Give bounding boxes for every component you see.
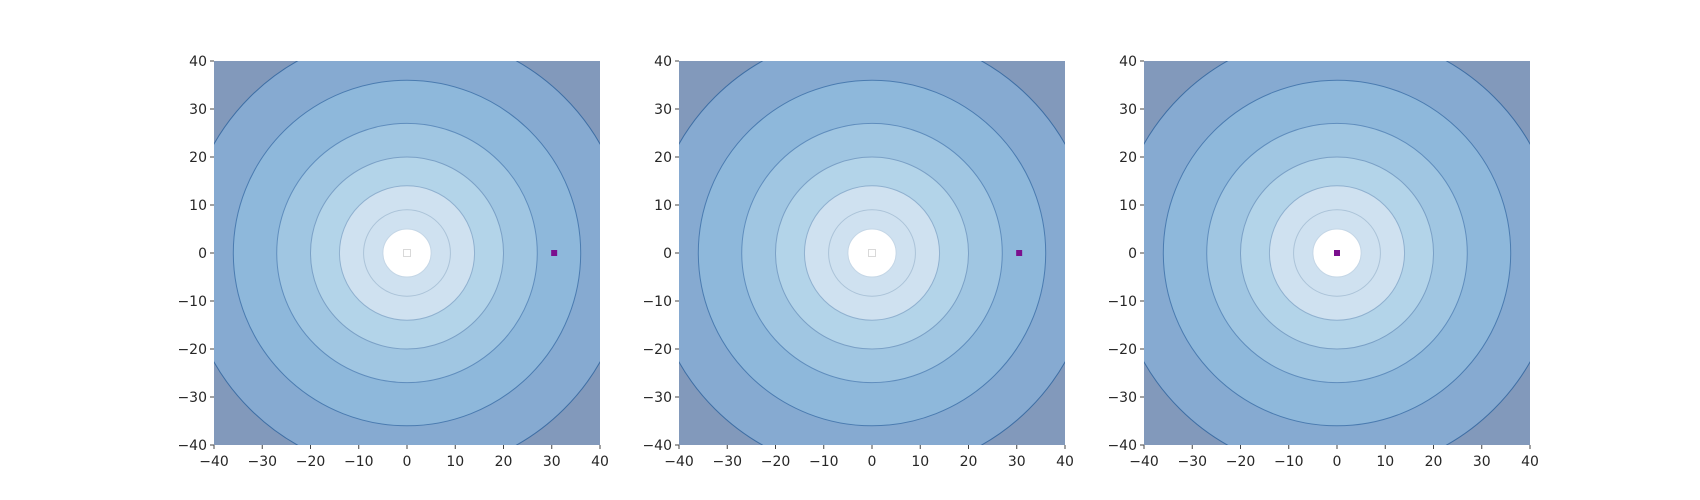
x-tick-label: 0 — [403, 454, 412, 470]
x-tick-label: 10 — [1376, 454, 1394, 470]
contour-line — [1268, 185, 1406, 321]
x-tick-label: −20 — [1226, 454, 1256, 470]
marker-filled-square — [1334, 250, 1340, 256]
y-tick-label: −20 — [642, 342, 672, 358]
chart-panel-1: −40 −30 −20 −10 0 10 20 30 40 −40 −30 −20 −10 0 10 20 30… — [177, 54, 609, 470]
contour-band — [847, 229, 897, 277]
y-tick-label: −40 — [642, 438, 672, 454]
x-tick-label: 0 — [1333, 454, 1342, 470]
x-tick-label: −30 — [1177, 454, 1207, 470]
contour-line — [1206, 122, 1468, 384]
contour-line — [803, 185, 941, 321]
y-tick-label: −20 — [177, 342, 207, 358]
x-tick-label: 30 — [543, 454, 561, 470]
contour-line — [1240, 156, 1434, 350]
y-tick-label: −10 — [177, 294, 207, 310]
y-tick-label: −20 — [1107, 342, 1137, 358]
x-tick-label: −10 — [1274, 454, 1304, 470]
y-tick-label: 0 — [663, 246, 672, 262]
y-tick-label: 20 — [189, 150, 207, 166]
y-tick-label: 30 — [189, 102, 207, 118]
y-tick-label: 10 — [1119, 198, 1137, 214]
contour-line — [775, 156, 969, 350]
marker-hollow-square — [403, 249, 411, 257]
y-tick-label: 10 — [189, 198, 207, 214]
contour-line — [232, 79, 582, 427]
contour-line — [363, 209, 451, 297]
contour-line — [338, 185, 476, 321]
x-tick-label: 30 — [1473, 454, 1491, 470]
chart-panel-2: −40 −30 −20 −10 0 10 20 30 40 −40 −30 −20 −10 0 10 20 30… — [642, 54, 1074, 470]
contour-band — [382, 229, 432, 277]
contour-line — [1162, 79, 1512, 427]
x-tick-label: 10 — [911, 454, 929, 470]
x-tick-label: 30 — [1008, 454, 1026, 470]
y-tick-label: 0 — [1128, 246, 1137, 262]
x-tick-label: −10 — [344, 454, 374, 470]
x-tick-label: 40 — [1521, 454, 1539, 470]
contour-line — [697, 79, 1047, 427]
plot-area — [214, 61, 600, 445]
x-tick-label: 20 — [960, 454, 978, 470]
y-tick-label: −40 — [177, 438, 207, 454]
marker-filled-square — [551, 250, 558, 256]
y-tick-label: −10 — [642, 294, 672, 310]
x-tick-label: −10 — [809, 454, 839, 470]
x-tick-label: −40 — [199, 454, 229, 470]
y-tick-label: 40 — [654, 54, 672, 70]
y-tick-label: 30 — [1119, 102, 1137, 118]
contour-line — [828, 209, 916, 297]
contour-line — [310, 156, 504, 350]
plot-area — [1144, 61, 1530, 445]
y-tick-label: 30 — [654, 102, 672, 118]
contour-line — [741, 122, 1003, 384]
y-tick-label: 40 — [1119, 54, 1137, 70]
chart-panel-3: −40 −30 −20 −10 0 10 20 30 40 −40 −30 −20 −10 0 10 20 30… — [1107, 54, 1539, 470]
y-tick-label: −40 — [1107, 438, 1137, 454]
y-tick-label: 10 — [654, 198, 672, 214]
x-tick-label: 20 — [495, 454, 513, 470]
y-tick-label: −10 — [1107, 294, 1137, 310]
y-tick-label: −30 — [642, 390, 672, 406]
x-tick-label: 0 — [868, 454, 877, 470]
x-tick-label: 40 — [1056, 454, 1074, 470]
x-tick-label: 40 — [591, 454, 609, 470]
y-tick-label: 40 — [189, 54, 207, 70]
y-tick-label: −30 — [177, 390, 207, 406]
marker-filled-square — [1016, 250, 1023, 256]
y-tick-label: 20 — [1119, 150, 1137, 166]
x-tick-label: −20 — [296, 454, 326, 470]
y-tick-label: 0 — [198, 246, 207, 262]
x-tick-label: −40 — [1129, 454, 1159, 470]
x-tick-label: −30 — [712, 454, 742, 470]
y-tick-label: −30 — [1107, 390, 1137, 406]
contour-line — [1312, 228, 1362, 278]
x-tick-label: −20 — [761, 454, 791, 470]
x-tick-label: −40 — [664, 454, 694, 470]
y-tick-label: 20 — [654, 150, 672, 166]
x-tick-label: 10 — [446, 454, 464, 470]
contour-line — [382, 228, 432, 278]
contour-line — [847, 228, 897, 278]
x-tick-label: 20 — [1425, 454, 1443, 470]
marker-hollow-square — [868, 249, 876, 257]
contour-line — [276, 122, 538, 384]
x-tick-label: −30 — [247, 454, 277, 470]
contour-line — [1293, 209, 1381, 297]
plot-area — [679, 61, 1065, 445]
